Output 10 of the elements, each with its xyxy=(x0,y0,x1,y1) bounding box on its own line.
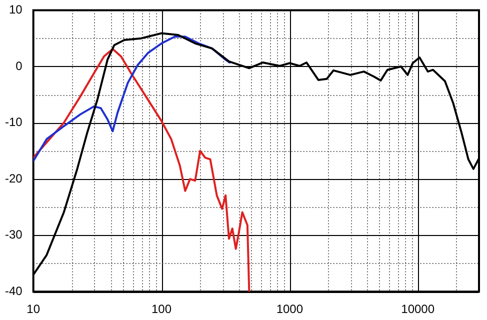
y-tick-label: -10 xyxy=(5,115,23,130)
x-tick-label: 100 xyxy=(151,302,172,316)
y-tick-label: -40 xyxy=(5,284,23,298)
x-tick-label: 1000 xyxy=(276,302,304,316)
x-tick-label: 10000 xyxy=(401,302,435,316)
y-tick-label: -30 xyxy=(5,228,23,242)
y-tick-label: 10 xyxy=(8,2,23,17)
x-tick-label: 10 xyxy=(26,302,40,316)
y-tick-label: -20 xyxy=(5,171,23,186)
y-tick-label: 0 xyxy=(16,58,23,73)
